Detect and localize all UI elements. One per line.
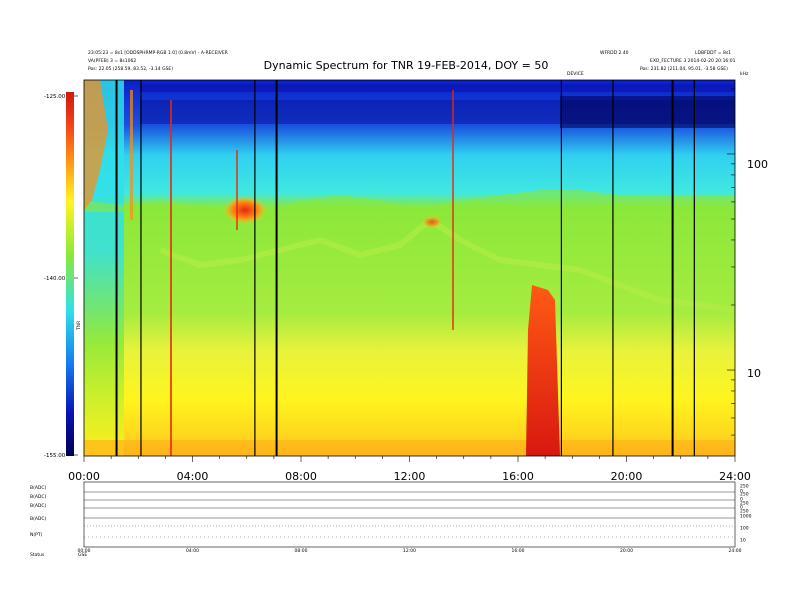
dark-band-right [560, 96, 735, 128]
lower-panels: B(ADC) B(ADC) B(ADC) B(ADC) N(PT) Status… [30, 481, 752, 558]
header-right-line2: EXO_FECTURE 3 2014-02-20 20:16:01 [650, 58, 736, 64]
colorbar-tick-label-bottom: -155.00 [44, 453, 66, 459]
freq-tick-label-10: 10 [747, 367, 761, 380]
chart-title: Dynamic Spectrum for TNR 19-FEB-2014, DO… [264, 59, 549, 72]
early-emission [84, 80, 108, 210]
colorbar-tick-label-top: -125.00 [44, 94, 66, 100]
panel-label: Status [30, 552, 45, 558]
panel-right-tick-label: 250 [740, 509, 749, 515]
data-gap-layer [115, 80, 695, 456]
time-tick-label: 20:00 [611, 470, 643, 483]
time-tick-label: 08:00 [285, 470, 317, 483]
streak [130, 90, 133, 220]
panel-label: B(ADC) [30, 516, 47, 522]
colorbar [66, 92, 74, 456]
header-right-line3: Pos: 231.82 (211.04, 95.01, -3.58 GSE) [640, 66, 728, 72]
time-tick-label: 00:00 [68, 470, 100, 483]
colorbar-label: TNR [76, 321, 82, 331]
panel-bottom-tick-label: 20:00 [620, 548, 633, 554]
header-left-line3: Pos: 22.05 (258.59, 83.52, -3.14 GSE) [88, 66, 173, 72]
right-unit-label: kHz [740, 71, 749, 77]
bottom-strip [84, 440, 735, 456]
panel-right-tick-label: 0 [740, 505, 743, 511]
streak [170, 100, 172, 456]
marker-label: DEVICE [567, 71, 584, 77]
colorbar-tick-label-mid: -140.00 [44, 276, 66, 282]
panel-right-tick-label: 250 [740, 492, 749, 498]
panel-label: B(ADC) [30, 485, 47, 491]
time-tick-label: 24:00 [719, 470, 751, 483]
emission-blob [223, 196, 267, 224]
panel-right-tick-label: 0 [740, 497, 743, 503]
header-right-top-left: WFRDD 2.40 [600, 50, 629, 56]
panel-label: N(PT) [30, 532, 43, 538]
panel-bottom-label: GSE [78, 552, 87, 558]
header-left-line2: VA(PFEB) 3 = 8s1062 [88, 58, 136, 64]
panel-label: B(ADC) [30, 494, 47, 500]
panel-right-tick-label: 100 [740, 526, 749, 532]
ridge-line [158, 216, 735, 313]
freq-tick-label-100: 100 [747, 158, 768, 171]
time-axis: 00:00 04:00 08:00 12:00 16:00 20:00 24:00 [68, 456, 751, 483]
panel-bottom-tick-label: 24:00 [729, 548, 742, 554]
panel-bottom-tick-label: 16:00 [512, 548, 525, 554]
lower-panels-frame [83, 481, 736, 548]
panel-bottom-tick-label: 04:00 [186, 548, 199, 554]
time-tick-label: 16:00 [502, 470, 534, 483]
spectrogram-background [84, 80, 735, 456]
panel-right-tick-label: 250 [740, 484, 749, 490]
time-tick-label: 12:00 [394, 470, 426, 483]
panel-right-tick-label: 10 [740, 538, 746, 544]
panel-right-tick-label: 1000 [740, 514, 752, 520]
panel-right-tick-label: 250 [740, 501, 749, 507]
spectrogram-plot [84, 80, 735, 456]
green-transition [84, 190, 735, 215]
header-left-line1: 23:05:23 = 8s1 [ODDSPHRMP-RGB 1.0] (0.8m… [88, 50, 228, 56]
panel-bottom-tick-label: 12:00 [403, 548, 416, 554]
right-frequency-axis [727, 88, 735, 436]
panel-right-tick-label: 0 [740, 489, 743, 495]
emission-blob-small [422, 216, 442, 228]
time-tick-label: 04:00 [177, 470, 209, 483]
header-right-top-right: LDBFDDT = 8s1 [695, 50, 731, 56]
radio-burst [526, 285, 560, 456]
panel-bottom-tick-label: 08:00 [295, 548, 308, 554]
streak [236, 150, 238, 230]
panel-bottom-tick-label: 00:00 [78, 548, 91, 554]
panel-label: B(ADC) [30, 503, 47, 509]
streak [452, 90, 454, 330]
dark-band-upper [140, 84, 735, 92]
panel-bottom-ticks: 00:00 04:00 08:00 12:00 16:00 20:00 24:00 [78, 548, 742, 554]
